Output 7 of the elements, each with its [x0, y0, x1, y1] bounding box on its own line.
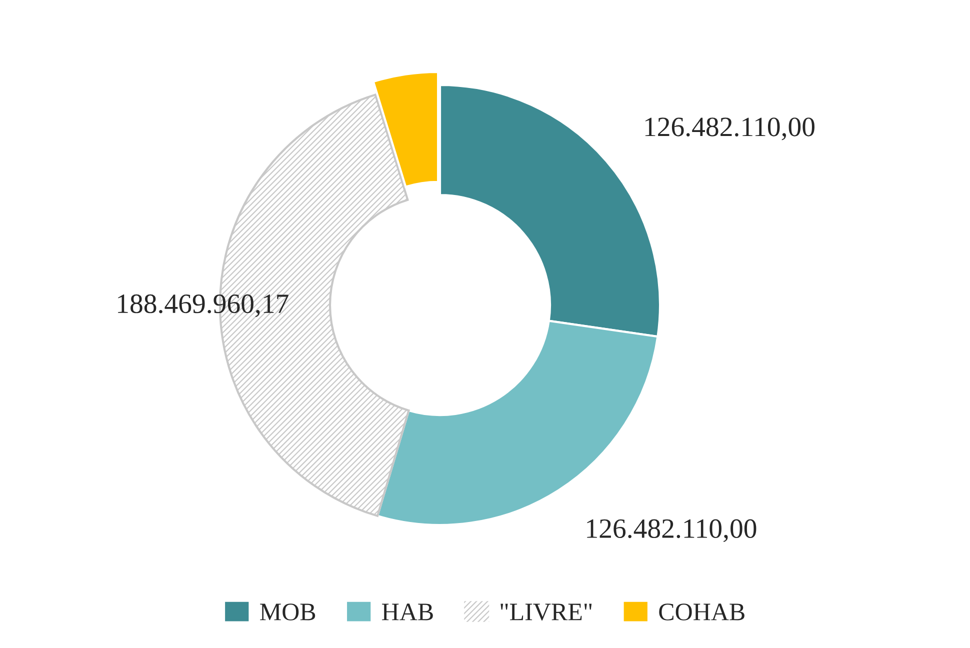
legend-label: HAB [382, 604, 433, 620]
legend-label: COHAB [659, 604, 744, 620]
data-label: 126.482.110,00 [587, 519, 756, 542]
legend-label: MOB [260, 604, 316, 620]
data-label: 126.482.110,00 [645, 118, 814, 140]
data-label: 188.469.960,17 [118, 294, 288, 318]
legend-label: "LIVRE" [500, 604, 592, 621]
